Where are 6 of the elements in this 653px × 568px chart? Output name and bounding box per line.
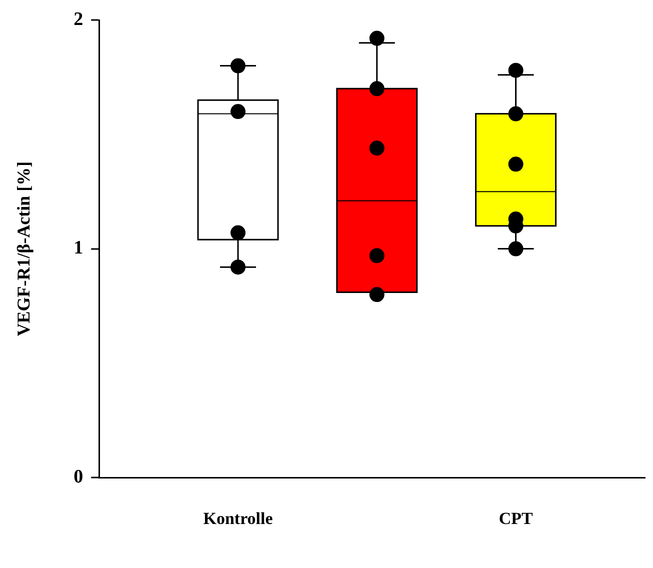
- y-axis-title: VEGF-R1/β-Actin [%]: [13, 161, 34, 336]
- x-tick-label: Kontrolle: [203, 509, 274, 528]
- x-tick-label: CPT: [498, 509, 534, 528]
- y-tick-label: 1: [74, 238, 84, 259]
- y-tick-label: 2: [74, 8, 84, 30]
- y-tick-label: 0: [74, 466, 84, 488]
